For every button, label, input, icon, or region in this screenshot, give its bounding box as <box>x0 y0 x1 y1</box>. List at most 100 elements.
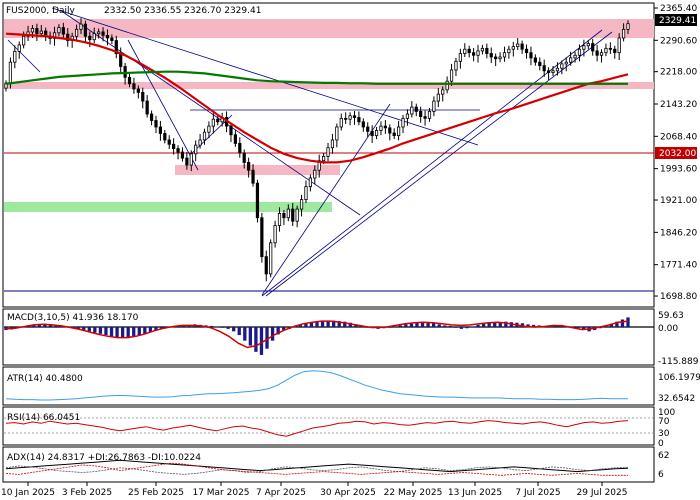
candle-body <box>586 43 590 47</box>
date-tick-label: 25 Feb 2025 <box>128 488 184 498</box>
candle-body <box>573 54 577 59</box>
candle-body <box>83 23 88 37</box>
candle-body <box>194 144 198 155</box>
macd-bar <box>576 327 580 329</box>
macd-bar <box>504 321 508 327</box>
atr-label: ATR(14) 40.4800 <box>7 374 83 384</box>
candle-body <box>502 52 507 58</box>
candle-body <box>330 139 335 149</box>
macd-bar <box>298 324 302 327</box>
candle-body <box>392 132 396 137</box>
candle-body <box>507 48 511 54</box>
candle-body <box>621 28 626 39</box>
price-tick-label: 2068.40 <box>660 132 697 142</box>
macd-bar <box>154 327 158 331</box>
macd-bar <box>232 327 236 332</box>
rsi-tick-100: 100 <box>658 408 675 418</box>
candle-body <box>542 65 546 72</box>
macd-bar <box>404 324 408 327</box>
candle-body <box>198 139 202 146</box>
rsi-label: RSI(14) 66.0451 <box>7 413 80 423</box>
macd-bar <box>526 324 530 327</box>
macd-bar <box>332 320 336 327</box>
last-price-label: 2329.41 <box>659 16 696 26</box>
moving-average-line <box>5 32 629 164</box>
date-axis: 10 Jan 2025 3 Feb 2025 25 Feb 2025 17 Mar 2… <box>1 482 627 498</box>
date-tick-label: 3 Feb 2025 <box>62 488 112 498</box>
macd-bar <box>243 327 247 341</box>
macd-bar <box>437 324 441 327</box>
candle-body <box>516 43 520 48</box>
adx-tick-top: 62 <box>658 451 669 461</box>
macd-bar <box>393 326 397 328</box>
macd-bar <box>487 323 491 327</box>
rsi-tick-0: 0 <box>658 439 664 449</box>
candle-body <box>92 33 96 41</box>
trendline-8 <box>261 103 391 296</box>
candle-body <box>595 50 599 56</box>
atr-line <box>5 370 628 401</box>
candle-body <box>30 28 35 33</box>
candle-body <box>110 37 114 41</box>
atr-panel-frame <box>2 366 655 406</box>
candle-body <box>485 47 489 54</box>
macd-bar <box>620 319 625 327</box>
candle-body <box>154 120 158 128</box>
adx-panel-frame <box>2 446 655 483</box>
macd-bar <box>531 324 536 327</box>
macd-bar <box>470 326 475 328</box>
macd-panel: MACD(3,10,5) 41.936 18.170 59.63 0.00 -1… <box>2 308 699 367</box>
candle-body <box>449 69 454 82</box>
macd-bar <box>248 327 253 346</box>
price-panel: FUS2000, Daily 2332.50 2336.55 2326.70 2… <box>2 2 697 308</box>
moving-average-line <box>5 70 628 85</box>
price-axis: 2365.40 2290.60 2218.00 2143.20 2068.40 1993.… <box>654 4 697 302</box>
candle-body <box>277 213 282 226</box>
candle-body <box>348 115 352 120</box>
candle-body <box>546 70 551 73</box>
rsi-line <box>5 420 629 437</box>
candle-body <box>238 143 242 154</box>
candle-body <box>463 48 467 54</box>
candle-body <box>555 67 560 72</box>
macd-bar <box>570 326 575 328</box>
macd-bar <box>215 326 219 328</box>
candle-body <box>564 61 568 65</box>
macd-bar <box>443 325 447 327</box>
candle-body <box>414 106 418 112</box>
macd-bar <box>282 327 286 331</box>
candle-body <box>604 47 608 54</box>
macd-bar <box>159 327 164 329</box>
candle-body <box>216 118 220 123</box>
support-zone-upper <box>4 82 654 89</box>
candle-body <box>520 43 524 50</box>
macd-tick-zero: 0.00 <box>658 324 678 334</box>
macd-bar <box>304 323 308 327</box>
macd-tick-top: 59.63 <box>658 311 684 321</box>
candle-body <box>260 217 264 258</box>
date-tick-label: 10 Jan 2025 <box>1 488 55 498</box>
macd-bar <box>420 321 425 327</box>
macd-bar <box>220 327 225 328</box>
rsi-panel: RSI(14) 66.0451 100 70 30 0 <box>2 406 675 449</box>
candle-body <box>538 61 542 67</box>
candle-body <box>101 31 105 36</box>
macd-bar <box>132 327 136 337</box>
macd-label: MACD(3,10,5) 41.936 18.170 <box>7 313 139 323</box>
candle-body <box>410 106 414 115</box>
date-tick-label: 7 Apr 2025 <box>256 488 306 498</box>
candle-body <box>22 35 26 46</box>
candle-body <box>88 35 92 41</box>
candle-body <box>233 134 237 144</box>
candle-body <box>339 117 343 128</box>
candle-body <box>8 61 13 85</box>
macd-bar <box>104 327 108 336</box>
macd-bar <box>398 325 402 327</box>
date-tick-label: 17 Mar 2025 <box>192 488 249 498</box>
candle-body <box>273 225 277 244</box>
macd-bar <box>354 324 358 327</box>
price-tick-label: 2365.40 <box>660 4 697 14</box>
adx-panel: ADX(14) 24.8317 +DI:26.7863 -DI:10.0224 … <box>2 446 669 483</box>
candle-body <box>114 40 118 54</box>
plus-di-line <box>5 465 629 475</box>
